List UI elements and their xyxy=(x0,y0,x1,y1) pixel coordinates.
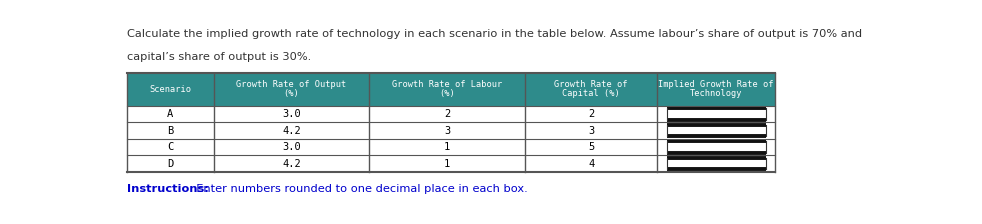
Bar xyxy=(667,125,766,136)
Text: (%): (%) xyxy=(439,89,455,99)
Text: A: A xyxy=(167,109,173,119)
Text: D: D xyxy=(167,159,173,168)
Text: 4: 4 xyxy=(588,159,594,168)
Text: Calculate the implied growth rate of technology in each scenario in the table be: Calculate the implied growth rate of tec… xyxy=(127,29,861,39)
Text: 3.0: 3.0 xyxy=(282,109,300,119)
Text: Scenario: Scenario xyxy=(149,85,191,94)
Text: Growth Rate of Labour: Growth Rate of Labour xyxy=(392,80,502,89)
Text: (%): (%) xyxy=(284,89,300,99)
Text: 4.2: 4.2 xyxy=(282,126,300,136)
Text: 2: 2 xyxy=(444,109,450,119)
Text: 2: 2 xyxy=(588,109,594,119)
Text: Instructions:: Instructions: xyxy=(127,184,208,194)
Text: Technology: Technology xyxy=(690,89,742,99)
Bar xyxy=(667,141,766,153)
Text: B: B xyxy=(167,126,173,136)
Text: 4.2: 4.2 xyxy=(282,159,300,168)
Text: 1: 1 xyxy=(444,142,450,152)
Bar xyxy=(667,108,766,120)
Text: 3: 3 xyxy=(444,126,450,136)
Text: Implied Growth Rate of: Implied Growth Rate of xyxy=(659,80,774,89)
Text: Enter numbers rounded to one decimal place in each box.: Enter numbers rounded to one decimal pla… xyxy=(189,184,527,194)
Text: C: C xyxy=(167,142,173,152)
Text: Growth Rate of Output: Growth Rate of Output xyxy=(237,80,347,89)
Text: 3.0: 3.0 xyxy=(282,142,300,152)
Text: Growth Rate of: Growth Rate of xyxy=(554,80,627,89)
Text: Capital (%): Capital (%) xyxy=(562,89,620,99)
Text: 1: 1 xyxy=(444,159,450,168)
Text: capital’s share of output is 30%.: capital’s share of output is 30%. xyxy=(127,52,311,62)
Text: 5: 5 xyxy=(588,142,594,152)
Text: 3: 3 xyxy=(588,126,594,136)
Bar xyxy=(667,158,766,169)
